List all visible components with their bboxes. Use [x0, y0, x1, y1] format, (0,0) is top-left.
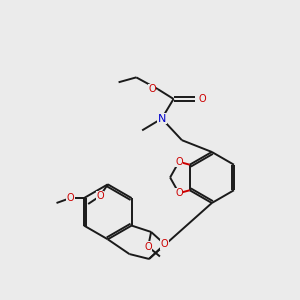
Text: N: N — [158, 114, 166, 124]
Text: O: O — [96, 191, 104, 201]
Text: O: O — [175, 157, 183, 167]
Text: O: O — [175, 188, 183, 198]
Text: O: O — [144, 242, 152, 252]
Text: O: O — [198, 94, 206, 104]
Text: O: O — [161, 239, 169, 249]
Text: O: O — [66, 193, 74, 203]
Text: O: O — [148, 84, 156, 94]
